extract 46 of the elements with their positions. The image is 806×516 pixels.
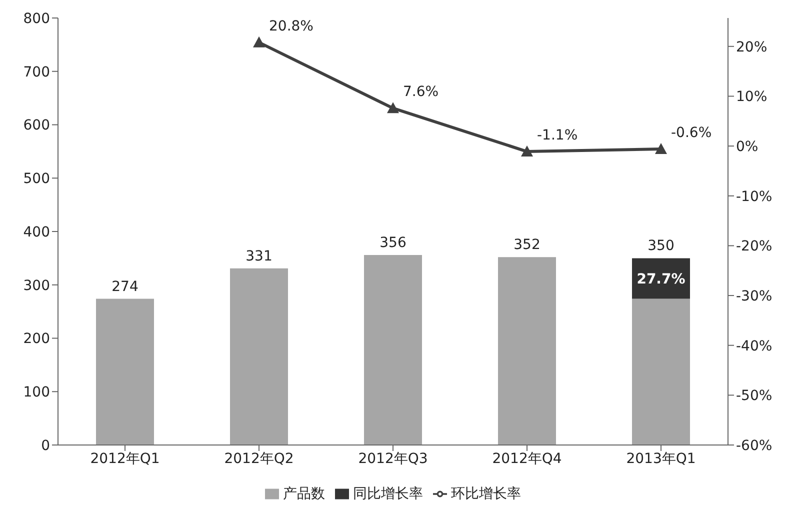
- y-tick-label: 500: [23, 171, 50, 188]
- y2-tick-label: -30%: [736, 288, 772, 304]
- point: [387, 102, 399, 114]
- total-label: 331: [246, 248, 272, 264]
- y-tick-label: 600: [23, 118, 50, 134]
- y-tick-label: 300: [23, 278, 50, 294]
- bar: [632, 298, 690, 445]
- y-tick-label: 100: [23, 384, 50, 401]
- y-tick-label: 400: [23, 224, 50, 240]
- y2-tick-label: 10%: [736, 89, 768, 106]
- y-tick-label: 800: [23, 10, 50, 27]
- legend-label: 同比增长率: [353, 486, 423, 502]
- y2-tick-label: 0%: [736, 139, 758, 156]
- x-tick-label: 2012年Q2: [224, 450, 294, 467]
- y2-tick-label: -40%: [736, 338, 772, 354]
- y2-tick-label: -20%: [736, 238, 772, 255]
- x-tick-label: 2012年Q1: [90, 450, 160, 467]
- data-label: -1.1%: [537, 128, 578, 144]
- bar: [632, 258, 690, 299]
- y-tick-label: 200: [23, 331, 50, 348]
- y2-tick-label: -60%: [736, 438, 772, 454]
- total-label: 352: [514, 237, 540, 254]
- annotation: 27.7%: [636, 271, 686, 288]
- bar: [96, 298, 154, 445]
- x-tick-label: 2012年Q3: [358, 450, 428, 467]
- point: [253, 36, 265, 48]
- legend-label: 产品数: [283, 486, 325, 502]
- total-label: 356: [380, 234, 406, 251]
- y2-tick-label: 20%: [736, 39, 768, 56]
- bar: [498, 257, 556, 445]
- data-label: -0.6%: [671, 125, 712, 142]
- x-tick-label: 2013年Q1: [626, 450, 696, 467]
- data-label: 7.6%: [403, 84, 439, 100]
- x-tick-label: 2012年Q4: [492, 450, 562, 467]
- data-label: 20.8%: [269, 18, 314, 34]
- y-tick-label: 0: [41, 438, 50, 454]
- y2-tick-label: -10%: [736, 188, 772, 205]
- total-label: 274: [112, 278, 138, 295]
- bar: [364, 254, 422, 445]
- legend-label: 环比增长率: [451, 486, 521, 502]
- y2-tick-label: -50%: [736, 388, 772, 404]
- y-tick-label: 700: [23, 64, 50, 80]
- point: [521, 146, 533, 157]
- point: [655, 143, 667, 154]
- total-label: 350: [648, 238, 674, 254]
- bar: [230, 268, 288, 445]
